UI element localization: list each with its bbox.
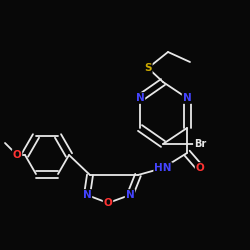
Text: O: O [12, 150, 22, 160]
Text: N: N [126, 190, 134, 200]
Text: N: N [136, 93, 144, 103]
Text: N: N [182, 93, 192, 103]
Text: Br: Br [194, 139, 206, 149]
Text: N: N [82, 190, 92, 200]
Text: HN: HN [154, 163, 172, 173]
Text: O: O [104, 198, 112, 208]
Text: S: S [144, 63, 152, 73]
Text: O: O [196, 163, 204, 173]
